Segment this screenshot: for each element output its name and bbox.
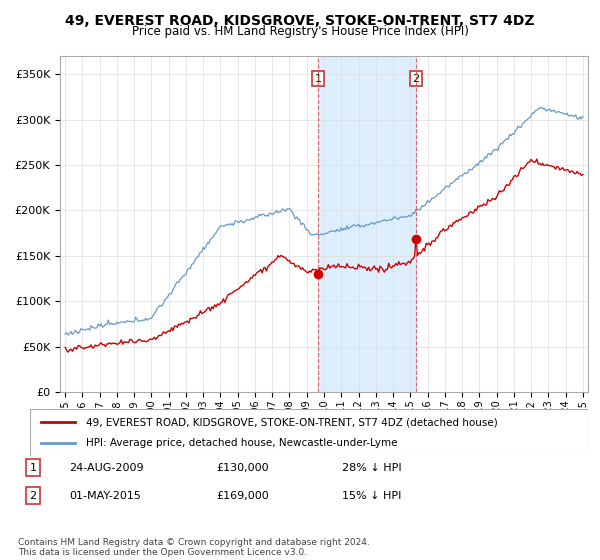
Text: 49, EVEREST ROAD, KIDSGROVE, STOKE-ON-TRENT, ST7 4DZ: 49, EVEREST ROAD, KIDSGROVE, STOKE-ON-TR…: [65, 14, 535, 28]
Text: 01-MAY-2015: 01-MAY-2015: [69, 491, 141, 501]
Text: Contains HM Land Registry data © Crown copyright and database right 2024.
This d: Contains HM Land Registry data © Crown c…: [18, 538, 370, 557]
Text: HPI: Average price, detached house, Newcastle-under-Lyme: HPI: Average price, detached house, Newc…: [86, 438, 397, 448]
Text: £130,000: £130,000: [216, 463, 269, 473]
Text: 1: 1: [29, 463, 37, 473]
Text: 2: 2: [412, 74, 419, 83]
Text: 15% ↓ HPI: 15% ↓ HPI: [342, 491, 401, 501]
Text: 24-AUG-2009: 24-AUG-2009: [69, 463, 143, 473]
Text: 28% ↓ HPI: 28% ↓ HPI: [342, 463, 401, 473]
Text: 2: 2: [29, 491, 37, 501]
Text: 1: 1: [314, 74, 322, 83]
FancyBboxPatch shape: [30, 409, 588, 456]
Bar: [318, 56, 416, 392]
Text: £169,000: £169,000: [216, 491, 269, 501]
Text: 49, EVEREST ROAD, KIDSGROVE, STOKE-ON-TRENT, ST7 4DZ (detached house): 49, EVEREST ROAD, KIDSGROVE, STOKE-ON-TR…: [86, 417, 497, 427]
Text: Price paid vs. HM Land Registry's House Price Index (HPI): Price paid vs. HM Land Registry's House …: [131, 25, 469, 38]
